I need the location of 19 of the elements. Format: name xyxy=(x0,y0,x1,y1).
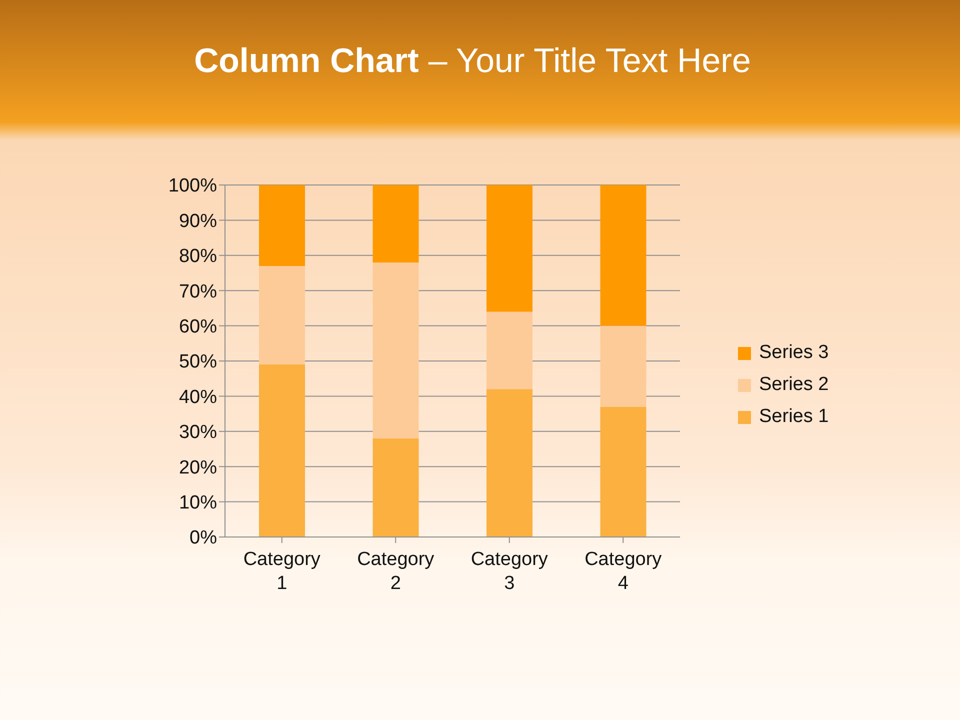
chart-title: Column Chart – Your Title Text Here xyxy=(193,42,752,81)
y-tick-label: 40% xyxy=(178,386,218,408)
y-tick-label: 50% xyxy=(178,352,218,373)
y-tick-label: 60% xyxy=(178,316,218,338)
y-tick-label: 90% xyxy=(178,210,218,232)
y-tick-label: 20% xyxy=(178,457,218,478)
x-tick-label: Category 4 xyxy=(584,549,662,594)
x-tick-label: Category 1 xyxy=(243,549,321,594)
y-tick-label: 80% xyxy=(178,246,218,268)
y-tick-label: 100% xyxy=(168,176,218,197)
legend-label: Series 3 xyxy=(759,342,829,364)
y-tick-label: 70% xyxy=(178,281,218,302)
legend-label: Series 1 xyxy=(759,406,829,428)
y-tick-label: 30% xyxy=(178,422,218,444)
x-tick-label: Category 3 xyxy=(470,549,548,594)
legend-label: Series 2 xyxy=(759,374,829,396)
x-tick-label: Category 2 xyxy=(357,549,435,594)
y-tick-label: 0% xyxy=(190,528,218,549)
y-tick-label: 10% xyxy=(178,492,218,514)
